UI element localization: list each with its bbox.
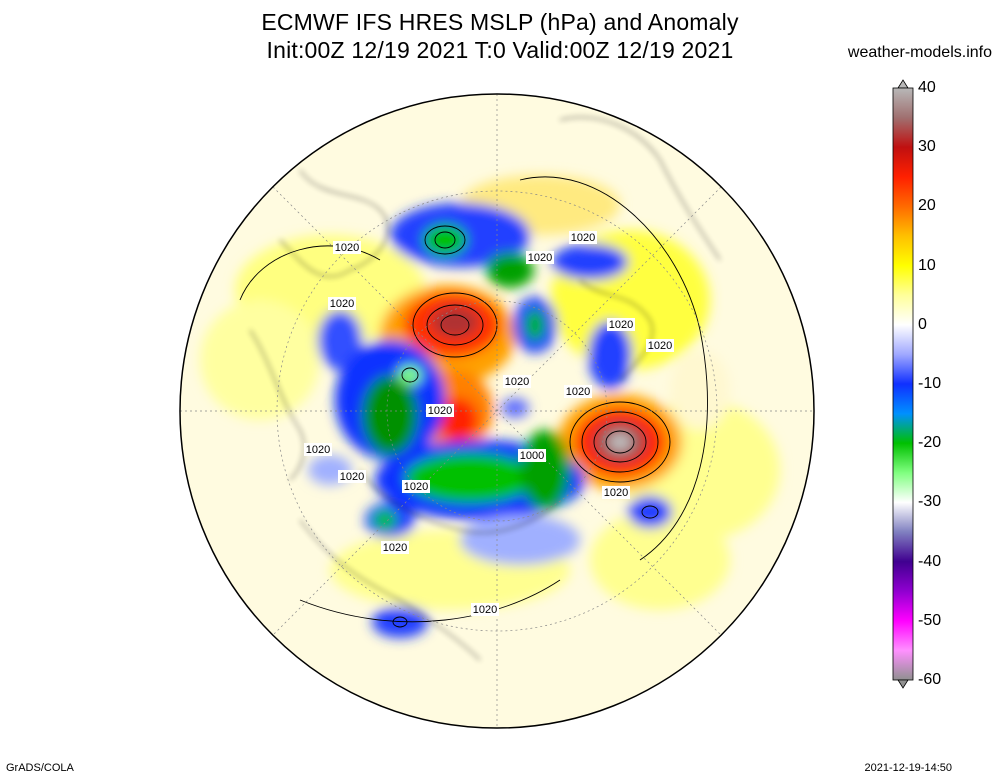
colorbar-scale [892, 87, 914, 681]
chart-title: ECMWF IFS HRES MSLP (hPa) and Anomaly [261, 9, 739, 35]
isobar-label: 1020 [505, 376, 529, 388]
isobar-label: 1020 [528, 252, 552, 264]
colorbar-tick-label: -50 [918, 611, 942, 629]
software-credit: GrADS/COLA [6, 762, 74, 774]
isobar-label-box [569, 231, 597, 244]
isobar-label-box [426, 404, 454, 417]
colorbar-tick-label: 10 [918, 256, 936, 274]
colorbar-tick-label: 40 [918, 79, 936, 96]
colorbar-bottom-arrow [897, 679, 909, 689]
map-boundary [179, 93, 815, 729]
isobar-label-box [471, 603, 499, 616]
isobar-label: 1020 [473, 604, 497, 616]
isobar-label-box [518, 449, 546, 462]
colorbar-tick-label: -10 [918, 375, 942, 392]
isobar-label-box [526, 251, 554, 264]
isobar-label: 1020 [340, 471, 364, 483]
source-site: weather-models.info [847, 44, 992, 61]
colorbar [892, 79, 914, 689]
colorbar-tick-label: 0 [918, 315, 927, 333]
colorbar-tick-label: -60 [918, 671, 942, 688]
isobar-label-box [607, 318, 635, 331]
isobar-label: 1020 [648, 340, 672, 352]
render-timestamp: 2021-12-19-14:50 [864, 762, 952, 774]
isobar-label: 1020 [609, 319, 633, 331]
isobar-label: 1020 [566, 386, 590, 398]
chart-subtitle: Init:00Z 12/19 2021 T:0 Valid:00Z 12/19 … [266, 37, 734, 63]
anomaly-field [200, 175, 780, 638]
isobar-label-box [381, 541, 409, 554]
map-disk: 1020 1020 1020 1020 1020 1020 1020 1020 1000 1020… [180, 94, 814, 728]
isobar-label: 1020 [306, 444, 330, 456]
isobar-label-box [503, 375, 531, 388]
colorbar-tick-label: -20 [918, 434, 942, 452]
isobar-label-box [333, 241, 361, 254]
isobar-label-box [646, 339, 674, 352]
isobar-label: 1020 [604, 487, 628, 499]
isobar-label-box [564, 385, 592, 398]
colorbar-tick-label: -40 [918, 552, 942, 570]
isobar-label: 1020 [383, 542, 407, 554]
isobar-label: 1000 [520, 450, 544, 462]
isobars [239, 176, 708, 628]
isobar-label: 1020 [335, 242, 359, 254]
isobar-label: 1020 [404, 481, 428, 493]
isobar-label-box [328, 297, 356, 310]
isobar-labels: 1020 1020 1020 1020 1020 1020 1020 1020 1000 1020… [304, 231, 674, 616]
isobar-label: 1020 [330, 298, 354, 310]
isobar-label-box [602, 486, 630, 499]
isobar-label-box [338, 470, 366, 483]
graticule [180, 94, 814, 728]
isobar-label-box [402, 480, 430, 493]
isobar-label: 1020 [428, 405, 452, 417]
colorbar-tick-label: 30 [918, 138, 936, 156]
colorbar-top-arrow [897, 79, 909, 89]
isobar-label: 1020 [571, 232, 595, 244]
isobar-label-box [304, 443, 332, 456]
colorbar-tick-label: 20 [918, 197, 936, 215]
colorbar-tick-label: -30 [918, 493, 942, 511]
